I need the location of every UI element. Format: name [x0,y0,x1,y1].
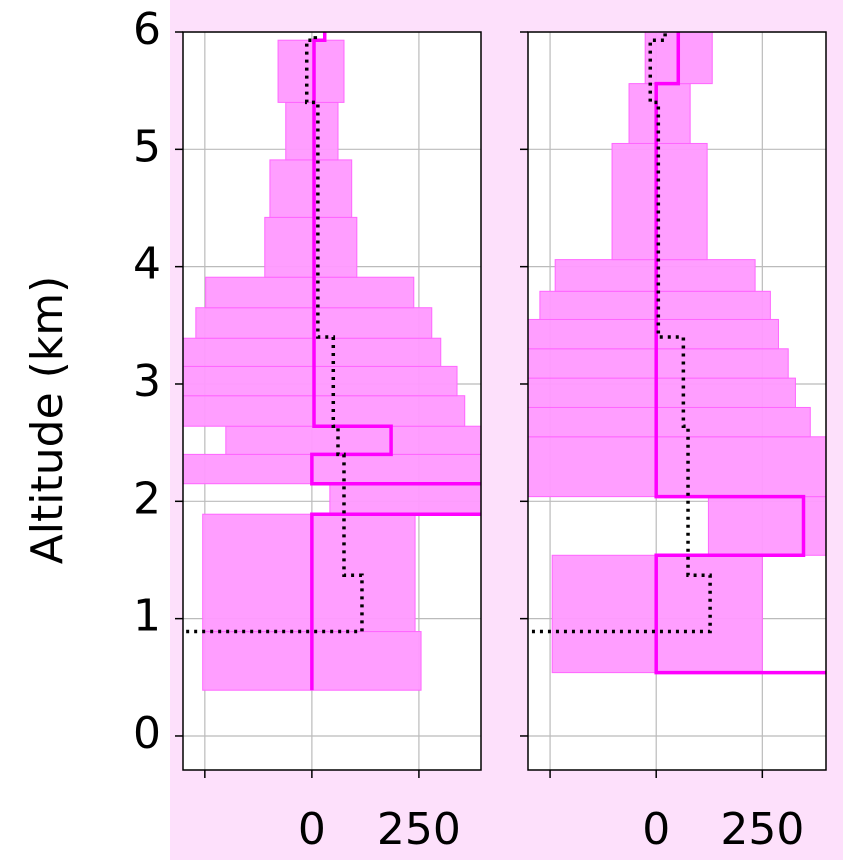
y-axis-label: Altitude (km) [22,276,73,565]
x-tick-label: 0 [298,804,326,855]
range-band [528,406,811,438]
range-band [269,159,353,218]
range-band [225,425,481,455]
range-band [329,483,481,515]
profile-line [528,32,712,634]
range-band [528,318,779,350]
range-band [183,395,466,427]
range-band [264,216,358,278]
x-tick-label: 250 [720,804,804,855]
profile-line [654,32,826,675]
y-tick-label: 0 [133,708,161,759]
axes-frame [182,31,482,771]
profile-line [310,32,481,691]
y-tick-label: 1 [133,591,161,642]
range-band [528,436,826,498]
range-band [202,513,416,633]
range-band [528,348,789,379]
range-band [285,101,339,161]
range-band [528,377,796,408]
x-tick-label: 0 [642,804,670,855]
range-band [628,83,691,144]
plot [528,32,826,770]
range-band [611,142,708,261]
range-band [183,453,481,485]
range-band [205,276,415,309]
y-tick-label: 5 [133,121,161,172]
plot [183,32,481,770]
y-tick-label: 3 [133,356,161,407]
y-tick-label: 6 [133,4,161,55]
range-band [183,365,458,397]
x-tick-label: 250 [377,804,461,855]
range-band [707,496,826,556]
y-tick-label: 4 [133,239,161,290]
range-band [183,337,442,367]
y-tick-label: 2 [133,473,161,524]
range-band [277,39,345,103]
axes-frame [527,31,827,771]
